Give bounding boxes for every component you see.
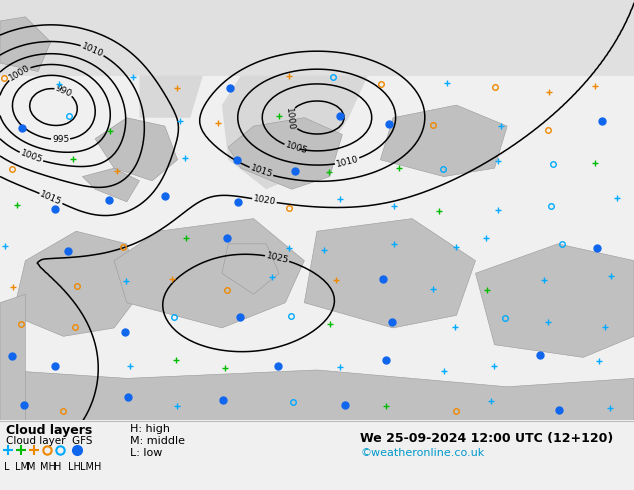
Polygon shape (13, 231, 139, 336)
Text: LM: LM (15, 462, 29, 472)
Text: LH: LH (68, 462, 81, 472)
Text: 1015: 1015 (249, 164, 274, 180)
Text: L: low: L: low (130, 448, 162, 458)
Text: 1010: 1010 (335, 154, 359, 169)
Polygon shape (228, 118, 342, 189)
Polygon shape (114, 219, 304, 328)
Text: 995: 995 (52, 135, 69, 145)
Polygon shape (304, 219, 476, 328)
Text: 1025: 1025 (265, 251, 289, 265)
Text: L: L (4, 462, 10, 472)
Text: LMH: LMH (80, 462, 101, 472)
Polygon shape (0, 370, 634, 420)
Polygon shape (0, 294, 25, 420)
Polygon shape (222, 75, 368, 189)
Text: M: M (27, 462, 36, 472)
Text: H: high: H: high (130, 424, 170, 435)
Polygon shape (139, 75, 203, 118)
Text: H: H (54, 462, 61, 472)
Polygon shape (82, 168, 139, 202)
Text: Cloud layer  GFS: Cloud layer GFS (6, 436, 93, 446)
Text: 1000: 1000 (7, 63, 31, 83)
Text: 1005: 1005 (284, 141, 309, 156)
Text: 1020: 1020 (252, 195, 276, 207)
Text: We 25-09-2024 12:00 UTC (12+120): We 25-09-2024 12:00 UTC (12+120) (360, 432, 613, 445)
Text: MH: MH (40, 462, 56, 472)
Text: ©weatheronline.co.uk: ©weatheronline.co.uk (360, 448, 484, 458)
Polygon shape (476, 244, 634, 357)
Text: 1010: 1010 (80, 41, 105, 59)
Polygon shape (0, 0, 634, 75)
Text: 1015: 1015 (39, 190, 63, 207)
Text: 990: 990 (54, 83, 74, 98)
Polygon shape (222, 244, 279, 294)
Polygon shape (95, 118, 178, 181)
Text: M: middle: M: middle (130, 436, 185, 446)
Text: 1000: 1000 (285, 107, 295, 131)
Text: 1005: 1005 (19, 149, 44, 165)
Text: Cloud layers: Cloud layers (6, 424, 93, 438)
Polygon shape (0, 17, 51, 72)
Polygon shape (380, 105, 507, 176)
